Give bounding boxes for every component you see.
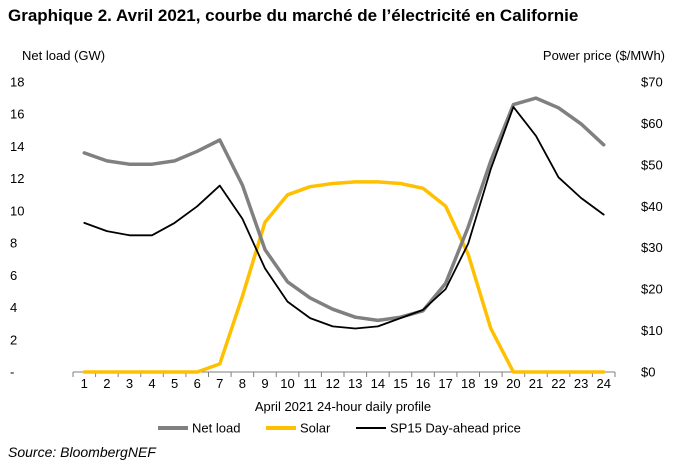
right-axis-label: Power price ($/MWh) (543, 48, 665, 63)
left-tick-label: 2 (10, 332, 17, 347)
x-tick-label: 11 (303, 376, 317, 391)
x-tick-label: 4 (148, 376, 155, 391)
x-tick-label: 8 (239, 376, 246, 391)
x-tick-label: 19 (484, 376, 498, 391)
x-tick-label: 24 (596, 376, 610, 391)
x-tick-label: 10 (280, 376, 294, 391)
chart-title: Graphique 2. Avril 2021, courbe du march… (8, 6, 579, 25)
legend-label-sp15-day-ahead-price: SP15 Day-ahead price (390, 421, 521, 436)
right-tick-label: $30 (641, 240, 663, 255)
axes: 1 2 3 4 5 6 7 8 9 10 11 12 13 14 15 16 17 18 19 20 21 22 23 24-… (10, 75, 663, 392)
x-tick-label: 12 (325, 376, 339, 391)
right-tick-label: $40 (641, 199, 663, 214)
left-axis-label: Net load (GW) (22, 48, 105, 63)
x-tick-label: 5 (171, 376, 178, 391)
x-tick-label: 15 (393, 376, 407, 391)
right-tick-label: $50 (641, 157, 663, 172)
legend-label-solar: Solar (300, 421, 331, 436)
x-tick-label: 17 (438, 376, 452, 391)
left-tick-label: 8 (10, 236, 17, 251)
x-tick-label: 21 (529, 376, 543, 391)
x-tick-label: 14 (371, 376, 385, 391)
x-tick-label: 7 (216, 376, 223, 391)
legend: Net load Solar SP15 Day-ahead price (158, 421, 521, 436)
x-tick-label: 18 (461, 376, 475, 391)
series-line-net-load (82, 96, 606, 323)
x-tick-label: 1 (81, 376, 88, 391)
x-tick-label: 3 (126, 376, 133, 391)
right-tick-label: $70 (641, 75, 663, 90)
left-tick-label: 6 (10, 268, 17, 283)
right-tick-label: $60 (641, 116, 663, 131)
plot-area (82, 96, 606, 374)
left-tick-label: 16 (10, 107, 24, 122)
x-tick-label: 22 (551, 376, 565, 391)
left-tick-label: 14 (10, 139, 24, 154)
series-line-sp15-day-ahead-price (83, 106, 605, 330)
x-tick-label: 6 (194, 376, 201, 391)
x-tick-label: 23 (574, 376, 588, 391)
x-axis-label: April 2021 24-hour daily profile (255, 399, 431, 414)
x-tick-label: 13 (348, 376, 362, 391)
series-line-solar (82, 180, 606, 374)
x-tick-label: 16 (416, 376, 430, 391)
left-tick-label: 18 (10, 75, 24, 90)
right-tick-label: $20 (641, 282, 663, 297)
right-tick-label: $10 (641, 323, 663, 338)
chart: Net load (GW) Power price ($/MWh) April … (10, 48, 665, 436)
right-tick-label: $0 (641, 365, 655, 380)
x-tick-label: 2 (103, 376, 110, 391)
left-tick-label: 12 (10, 171, 24, 186)
left-tick-label: - (10, 365, 14, 380)
x-tick-label: 9 (261, 376, 268, 391)
x-tick-label: 20 (506, 376, 520, 391)
left-tick-label: 4 (10, 300, 17, 315)
source-note: Source: BloombergNEF (8, 444, 156, 460)
left-tick-label: 10 (10, 203, 24, 218)
legend-label-net-load: Net load (192, 421, 240, 436)
